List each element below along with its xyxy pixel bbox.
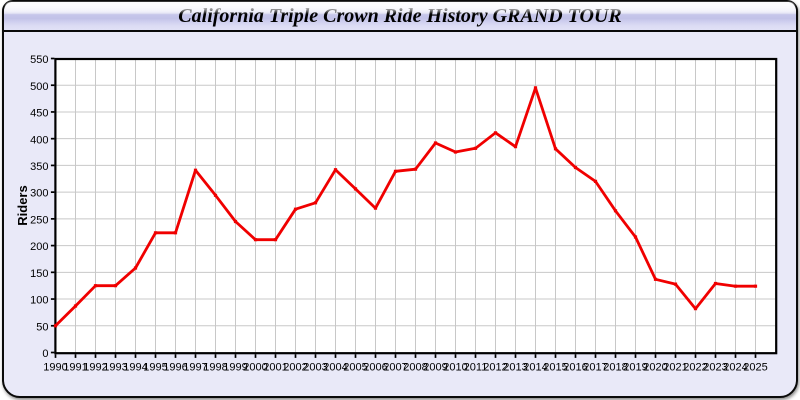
svg-text:1997: 1997 <box>183 362 207 374</box>
svg-text:1998: 1998 <box>203 362 227 374</box>
svg-text:2021: 2021 <box>663 362 687 374</box>
svg-text:2013: 2013 <box>503 362 527 374</box>
svg-text:Riders: Riders <box>15 185 30 225</box>
svg-text:2014: 2014 <box>523 362 547 374</box>
svg-text:100: 100 <box>30 295 48 307</box>
svg-text:1993: 1993 <box>103 362 127 374</box>
svg-text:450: 450 <box>30 108 48 120</box>
svg-text:250: 250 <box>30 215 48 227</box>
svg-text:150: 150 <box>30 268 48 280</box>
svg-text:2005: 2005 <box>343 362 367 374</box>
svg-text:0: 0 <box>42 348 48 360</box>
svg-text:500: 500 <box>30 81 48 93</box>
svg-text:2024: 2024 <box>723 362 747 374</box>
svg-text:1994: 1994 <box>123 362 147 374</box>
svg-text:2025: 2025 <box>743 362 767 374</box>
svg-text:2017: 2017 <box>583 362 607 374</box>
svg-text:1991: 1991 <box>63 362 87 374</box>
svg-text:2003: 2003 <box>303 362 327 374</box>
svg-text:550: 550 <box>30 54 48 66</box>
svg-text:1990: 1990 <box>43 362 67 374</box>
svg-text:2008: 2008 <box>403 362 427 374</box>
svg-text:2006: 2006 <box>363 362 387 374</box>
svg-text:2007: 2007 <box>383 362 407 374</box>
svg-text:1992: 1992 <box>83 362 107 374</box>
svg-text:2000: 2000 <box>243 362 267 374</box>
svg-text:2023: 2023 <box>703 362 727 374</box>
svg-text:1995: 1995 <box>143 362 167 374</box>
svg-text:50: 50 <box>36 321 48 333</box>
svg-text:2010: 2010 <box>443 362 467 374</box>
svg-text:1996: 1996 <box>163 362 187 374</box>
svg-text:350: 350 <box>30 161 48 173</box>
svg-text:400: 400 <box>30 134 48 146</box>
svg-text:1999: 1999 <box>223 362 247 374</box>
svg-text:200: 200 <box>30 241 48 253</box>
svg-text:2011: 2011 <box>464 362 488 374</box>
svg-text:2001: 2001 <box>263 362 287 374</box>
svg-text:2022: 2022 <box>683 362 707 374</box>
svg-text:2020: 2020 <box>643 362 667 374</box>
svg-text:2002: 2002 <box>283 362 307 374</box>
svg-text:2009: 2009 <box>423 362 447 374</box>
svg-text:2019: 2019 <box>623 362 647 374</box>
svg-text:2016: 2016 <box>563 362 587 374</box>
svg-text:2004: 2004 <box>323 362 347 374</box>
svg-text:2015: 2015 <box>543 362 567 374</box>
svg-text:300: 300 <box>30 188 48 200</box>
svg-text:2018: 2018 <box>603 362 627 374</box>
svg-text:2012: 2012 <box>483 362 507 374</box>
